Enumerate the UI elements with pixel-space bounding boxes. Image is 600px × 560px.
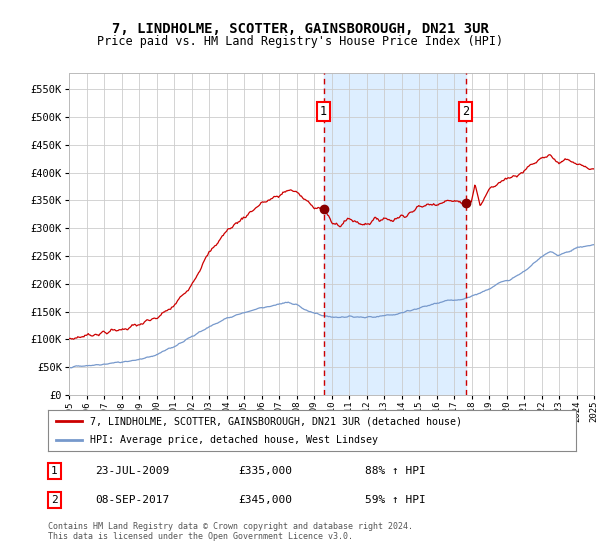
Text: 7, LINDHOLME, SCOTTER, GAINSBOROUGH, DN21 3UR (detached house): 7, LINDHOLME, SCOTTER, GAINSBOROUGH, DN2… [90, 417, 462, 426]
Text: 1: 1 [320, 105, 327, 118]
Text: 2: 2 [463, 105, 469, 118]
Text: HPI: Average price, detached house, West Lindsey: HPI: Average price, detached house, West… [90, 435, 378, 445]
Text: 08-SEP-2017: 08-SEP-2017 [95, 495, 170, 505]
Text: 7, LINDHOLME, SCOTTER, GAINSBOROUGH, DN21 3UR: 7, LINDHOLME, SCOTTER, GAINSBOROUGH, DN2… [112, 22, 488, 36]
Text: 1: 1 [51, 466, 58, 476]
Text: £335,000: £335,000 [238, 466, 292, 476]
Text: 59% ↑ HPI: 59% ↑ HPI [365, 495, 425, 505]
Text: Price paid vs. HM Land Registry's House Price Index (HPI): Price paid vs. HM Land Registry's House … [97, 35, 503, 48]
Text: 88% ↑ HPI: 88% ↑ HPI [365, 466, 425, 476]
Text: £345,000: £345,000 [238, 495, 292, 505]
Bar [323, 73, 466, 395]
Text: 2: 2 [51, 495, 58, 505]
Text: 23-JUL-2009: 23-JUL-2009 [95, 466, 170, 476]
Text: Contains HM Land Registry data © Crown copyright and database right 2024.
This d: Contains HM Land Registry data © Crown c… [48, 522, 413, 542]
